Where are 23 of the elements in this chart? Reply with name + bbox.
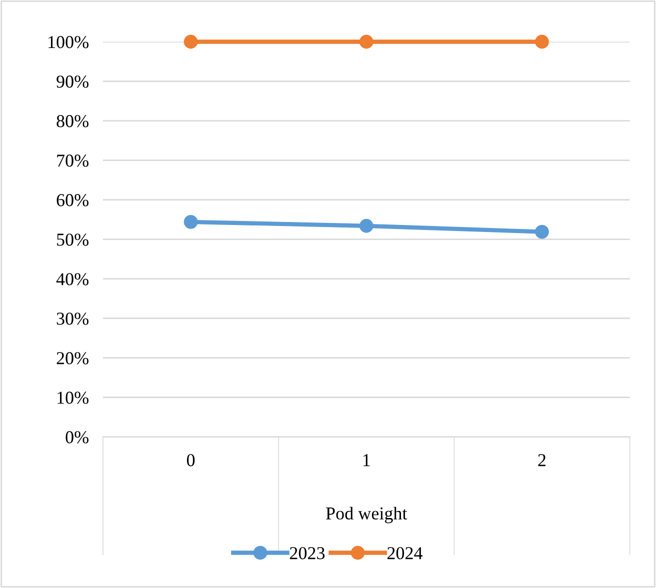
legend-label: 2024 [387,547,423,560]
x-tick-label: 0 [186,454,195,466]
y-tick-label: 80% [56,115,88,128]
y-tick-label: 60% [56,194,88,206]
point [184,34,198,49]
y-tick-label: 100% [48,36,88,48]
point [359,218,374,233]
y-tick-label: 90% [56,76,88,88]
x-axis-title: Pod weight [326,506,408,524]
point [359,34,374,49]
y-tick-label: 50% [57,234,88,246]
legend-label: 2023 [290,547,325,560]
y-tick-label: 70% [57,154,88,167]
y-tick-label: 0% [66,431,88,444]
y-tick-label: 30% [56,312,88,325]
point [535,224,549,239]
y-tick-label: 40% [56,273,88,286]
point [184,214,198,229]
x-tick-label: 2 [538,454,546,466]
point [535,34,549,49]
x-tick-label: 1 [363,454,370,466]
y-tick-label: 20% [56,352,88,364]
y-tick-label: 10% [58,392,88,404]
